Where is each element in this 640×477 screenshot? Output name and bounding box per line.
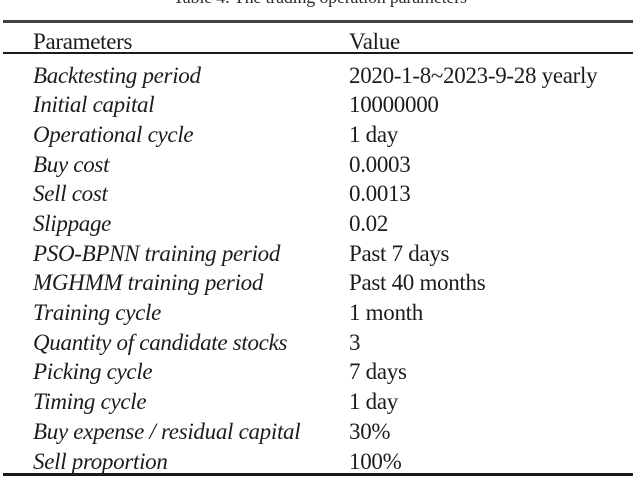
parameter-name: Buy cost: [33, 151, 110, 177]
table-row: Operational cycle 1 day: [0, 120, 640, 150]
parameter-value: Past 7 days: [349, 240, 450, 266]
parameter-name: Sell proportion: [33, 448, 168, 474]
parameter-name: Backtesting period: [33, 62, 201, 88]
parameter-value: 30%: [349, 418, 391, 444]
table-row: Buy expense / residual capital 30%: [0, 417, 640, 447]
table-header-rule: [3, 51, 633, 54]
column-header-parameters: Parameters: [33, 28, 133, 54]
parameter-value: 0.0003: [349, 151, 411, 177]
table-row: Buy cost 0.0003: [0, 150, 640, 180]
table-rows: Backtesting period 2020-1-8~2023-9-28 yea…: [0, 61, 640, 477]
table-row: Training cycle 1 month: [0, 298, 640, 328]
parameter-value: 100%: [349, 448, 402, 474]
table-row: Picking cycle 7 days: [0, 357, 640, 387]
parameter-name: Picking cycle: [33, 359, 153, 385]
table-row: Sell cost 0.0013: [0, 179, 640, 209]
parameter-name: MGHMM training period: [33, 270, 264, 296]
parameter-value: 1 day: [349, 121, 398, 147]
table-row: MGHMM training period Past 40 months: [0, 268, 640, 298]
parameter-value: 1 day: [349, 389, 398, 415]
parameter-value: 0.0013: [349, 181, 411, 207]
table-row: Quantity of candidate stocks 3: [0, 328, 640, 358]
parameter-name: Buy expense / residual capital: [33, 418, 301, 444]
table-row: Backtesting period 2020-1-8~2023-9-28 yea…: [0, 61, 640, 91]
parameter-name: Sell cost: [33, 181, 108, 207]
parameter-name: Operational cycle: [33, 121, 194, 147]
column-header-value: Value: [349, 28, 400, 54]
table-top-rule: [3, 20, 633, 23]
parameter-name: Training cycle: [33, 300, 162, 326]
table-row: PSO-BPNN training period Past 7 days: [0, 239, 640, 269]
parameter-name: Slippage: [33, 211, 112, 237]
table-row: Initial capital 10000000: [0, 90, 640, 120]
parameter-value: 2020-1-8~2023-9-28 yearly: [349, 62, 598, 88]
table-row: Timing cycle 1 day: [0, 387, 640, 417]
table-row: Sell proportion 100%: [0, 447, 640, 477]
parameter-value: 10000000: [349, 92, 439, 118]
parameter-value: 1 month: [349, 300, 423, 326]
parameter-value: 0.02: [349, 211, 389, 237]
parameter-name: PSO-BPNN training period: [33, 240, 281, 266]
parameter-name: Initial capital: [33, 92, 155, 118]
parameter-value: Past 40 months: [349, 270, 486, 296]
parameter-value: 7 days: [349, 359, 407, 385]
parameter-value: 3: [349, 329, 361, 355]
table-bottom-rule: [3, 473, 633, 476]
table-caption: Table 4: The trading operation parameter…: [0, 0, 640, 6]
parameter-name: Timing cycle: [33, 389, 147, 415]
table-row: Slippage 0.02: [0, 209, 640, 239]
parameter-name: Quantity of candidate stocks: [33, 329, 288, 355]
